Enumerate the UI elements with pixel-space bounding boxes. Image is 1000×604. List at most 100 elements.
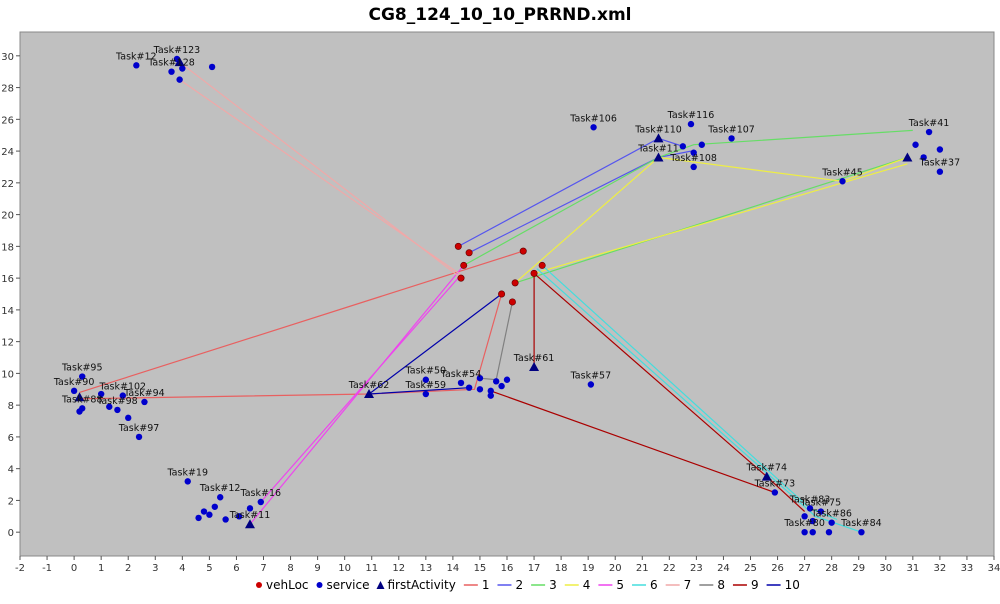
y-tick-label: 16 <box>1 274 14 285</box>
x-tick-label: 28 <box>825 563 838 574</box>
service-point <box>200 508 208 515</box>
legend-first-activity-symbol <box>376 581 385 589</box>
task-label: Task#95 <box>61 363 103 374</box>
x-tick-label: 22 <box>663 563 676 574</box>
service-point <box>771 489 779 496</box>
legend-label: 6 <box>650 578 658 592</box>
x-tick-label: 23 <box>690 563 703 574</box>
legend-item: vehLoc <box>256 578 309 592</box>
legend-item: 4 <box>564 578 590 592</box>
vehloc-point <box>519 247 527 255</box>
legend-label: 9 <box>751 578 759 592</box>
task-label: Task#108 <box>669 153 717 164</box>
first-activity-marker <box>902 152 913 162</box>
first-activity-marker <box>529 362 540 372</box>
service-point <box>217 494 224 501</box>
x-tick-label: 29 <box>852 563 865 574</box>
legend-item: 3 <box>531 578 557 592</box>
legend-label: service <box>327 578 370 592</box>
y-tick-label: 8 <box>8 401 14 412</box>
first-activity-marker <box>174 57 185 67</box>
service-point <box>114 406 121 414</box>
task-label: Task#123 <box>153 45 201 56</box>
legend-item: firstActivity <box>376 578 456 592</box>
service-point <box>222 516 229 523</box>
legend-item: service <box>316 578 370 592</box>
vehloc-point <box>460 261 468 269</box>
legend: vehLoc service firstActivity 1 2 3 4 5 6 7 8 9 10 <box>256 578 800 592</box>
service-point <box>912 141 919 148</box>
x-tick-label: 25 <box>744 563 757 574</box>
y-tick-label: 22 <box>1 179 14 190</box>
service-point <box>135 433 143 441</box>
service-point <box>825 528 833 536</box>
vehloc-point <box>508 298 516 306</box>
route-1-line <box>79 293 503 400</box>
y-tick-label: 28 <box>1 84 14 95</box>
x-tick-label: 10 <box>338 563 351 574</box>
task-label: Task#128 <box>147 58 195 69</box>
chart-title: CG8_124_10_10_PRRND.xml <box>368 5 631 25</box>
x-axis: -2 -1 0 1 2 3 4 5 6 7 8 9 10 11 12 13 14 15 16 17 18 19 20 21 22… <box>15 556 1000 574</box>
task-label: Task#59 <box>405 380 447 391</box>
task-label: Task#98 <box>96 396 138 407</box>
task-label: Task#90 <box>53 377 95 388</box>
service-point <box>590 124 597 131</box>
vehloc-point <box>530 269 538 277</box>
service-point <box>936 168 944 175</box>
task-label: Task#61 <box>513 353 555 364</box>
legend-item: 7 <box>665 578 692 592</box>
service-point <box>168 68 175 75</box>
legend-label: 3 <box>549 578 557 592</box>
service-point <box>687 120 695 128</box>
x-tick-label: 4 <box>179 563 185 574</box>
service-point <box>920 154 927 161</box>
vehloc-point <box>538 261 546 269</box>
service-point <box>246 505 254 512</box>
y-tick-label: 6 <box>8 433 14 444</box>
x-tick-label: 6 <box>233 563 239 574</box>
task-label: Task#45 <box>821 167 863 178</box>
service-point <box>690 163 697 171</box>
legend-item: 5 <box>598 578 624 592</box>
x-tick-label: 16 <box>501 563 514 574</box>
service-point <box>809 528 816 536</box>
route-4-line <box>514 156 659 284</box>
task-label: Task#75 <box>800 498 842 509</box>
task-label: Task#11 <box>229 510 271 521</box>
task-label: Task#12 <box>115 51 157 62</box>
service-point <box>235 513 243 520</box>
x-tick-label: 21 <box>636 563 649 574</box>
y-tick-label: 26 <box>1 115 14 126</box>
route-7-line <box>179 79 462 276</box>
task-label: Task#57 <box>570 371 612 382</box>
x-tick-label: 19 <box>582 563 595 574</box>
service-point <box>858 528 865 536</box>
legend-vehloc-symbol <box>256 582 262 588</box>
service-point <box>698 141 705 148</box>
task-label: Task#80 <box>783 518 825 529</box>
service-point <box>476 386 484 393</box>
x-tick-label: 32 <box>934 563 947 574</box>
x-tick-label: 26 <box>771 563 784 574</box>
x-tick-label: 20 <box>609 563 622 574</box>
x-tick-label: -2 <box>15 563 25 574</box>
task-label: Task#83 <box>789 494 831 505</box>
route-5-line <box>260 274 462 503</box>
service-point <box>195 514 202 522</box>
service-point <box>422 376 430 383</box>
task-label: Task#19 <box>166 467 208 478</box>
task-label: Task#107 <box>707 124 755 135</box>
task-label: Task#116 <box>667 110 715 121</box>
points-layer <box>70 55 944 536</box>
x-tick-label: 31 <box>906 563 919 574</box>
service-point <box>133 62 140 69</box>
y-tick-label: 4 <box>8 465 14 476</box>
service-point <box>476 374 484 382</box>
legend-label: 7 <box>684 578 692 592</box>
legend-label: 8 <box>717 578 725 592</box>
route-1-line <box>79 250 524 393</box>
